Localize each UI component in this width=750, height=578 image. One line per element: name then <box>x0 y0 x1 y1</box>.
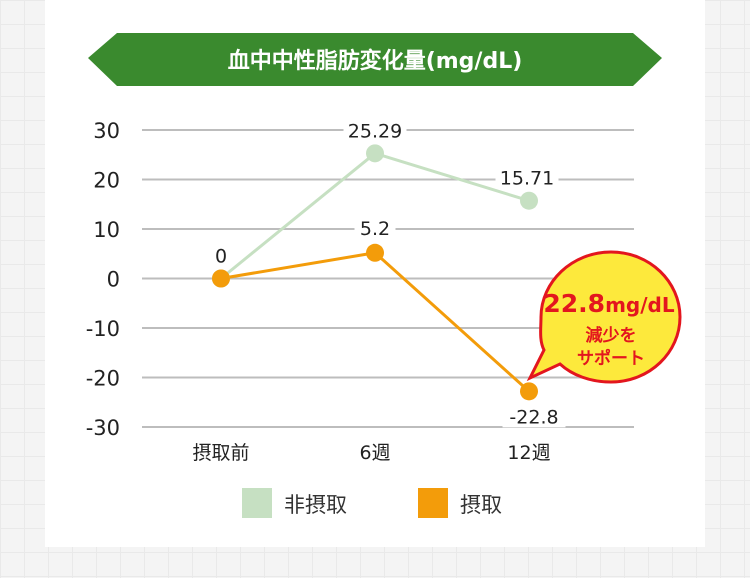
y-tick-label: 0 <box>107 268 120 292</box>
y-tick-label: 20 <box>93 169 120 193</box>
callout-value: 22.8mg/dL <box>543 289 674 318</box>
data-label-bg <box>502 405 566 428</box>
callout-number: 22.8 <box>543 289 605 318</box>
y-tick-label: 30 <box>93 119 120 143</box>
callout-bubble <box>526 250 682 384</box>
data-label-bg <box>495 166 559 189</box>
y-tick-label: -20 <box>86 367 120 391</box>
callout-line-2: サポート <box>577 348 645 369</box>
x-axis-ticks: 摂取前 6週 12週 <box>192 442 550 464</box>
x-tick-label: 12週 <box>507 442 550 464</box>
data-label: 5.2 <box>360 218 390 240</box>
callout-unit: mg/dL <box>605 293 675 317</box>
data-point <box>366 144 384 163</box>
data-labels: 25.29 15.71 0 5.2 -22.8 <box>211 119 566 428</box>
data-point <box>212 269 230 288</box>
data-point <box>366 243 384 262</box>
series-line-1 <box>220 251 531 393</box>
legend-label-intake: 摂取 <box>460 493 502 517</box>
data-point <box>520 382 538 401</box>
data-label: 15.71 <box>500 168 554 190</box>
data-label-bg <box>354 216 396 239</box>
y-tick-label: -10 <box>86 317 120 341</box>
data-label: -22.8 <box>509 406 558 428</box>
title-banner <box>88 33 662 86</box>
y-axis-ticks: 30 20 10 0 -10 -20 -30 <box>86 119 120 440</box>
series-lines <box>220 151 531 393</box>
x-tick-label: 6週 <box>359 442 390 464</box>
data-label-bg <box>211 244 231 267</box>
data-label-bg <box>343 119 407 142</box>
callout-line-1: 減少を <box>586 325 637 346</box>
y-tick-label: 10 <box>93 218 120 242</box>
data-label: 0 <box>215 246 227 268</box>
data-point <box>520 191 538 210</box>
data-points <box>212 144 538 401</box>
x-tick-label: 摂取前 <box>192 442 249 464</box>
legend-label-non-intake: 非摂取 <box>284 493 347 517</box>
legend-swatch-intake <box>418 488 448 518</box>
data-label: 25.29 <box>348 120 402 142</box>
legend-swatch-non-intake <box>242 488 272 518</box>
legend: 非摂取 摂取 <box>242 488 502 518</box>
chart-title: 血中中性脂肪変化量(mg/dL) <box>228 48 523 74</box>
y-tick-label: -30 <box>86 416 120 440</box>
reduction-callout: 22.8mg/dL 減少を サポート <box>526 250 682 384</box>
